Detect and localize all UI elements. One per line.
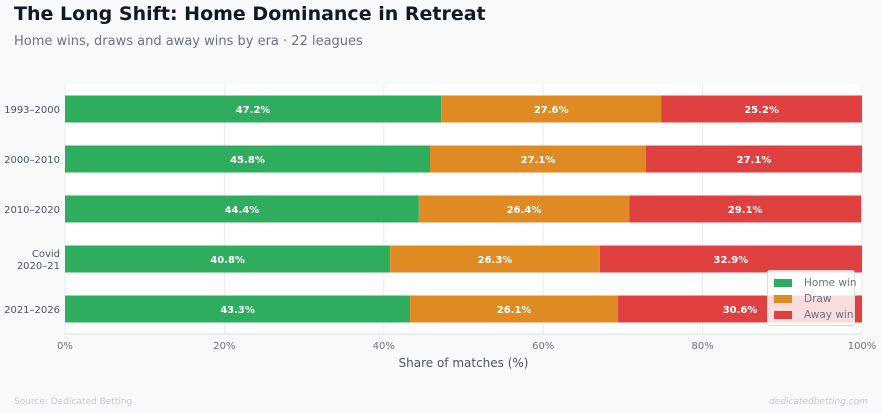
data-label-home-win: 44.4%	[225, 205, 260, 216]
data-label-home-win: 40.8%	[210, 255, 245, 266]
x-tick-label: 60%	[532, 341, 554, 352]
y-tick-label: 2000–2010	[4, 155, 60, 166]
legend-swatch	[774, 295, 792, 303]
bar-draw	[418, 195, 630, 223]
legend-label: Home win	[804, 277, 857, 289]
legend-swatch	[774, 279, 792, 287]
x-tick-label: 80%	[691, 341, 713, 352]
bar-away-win	[646, 145, 862, 173]
data-label-draw: 26.4%	[507, 205, 542, 216]
data-label-away-win: 29.1%	[728, 205, 763, 216]
y-tick-label: 2021–2026	[4, 305, 60, 316]
legend-item-away-win: Away win	[774, 307, 854, 323]
data-label-away-win: 25.2%	[744, 105, 779, 116]
data-label-home-win: 45.8%	[230, 155, 265, 166]
chart-legend: Home win Draw Away win	[767, 270, 857, 326]
legend-item-home-win: Home win	[774, 275, 857, 291]
bar-home-win	[65, 195, 419, 223]
data-label-home-win: 47.2%	[236, 105, 271, 116]
x-tick-label: 100%	[848, 341, 877, 352]
legend-label: Away win	[804, 309, 854, 321]
legend-label: Draw	[804, 293, 832, 305]
legend-swatch	[774, 311, 792, 319]
y-tick-label: 1993–2000	[4, 105, 60, 116]
data-label-away-win: 27.1%	[737, 155, 772, 166]
data-label-draw: 26.1%	[497, 305, 532, 316]
bar-home-win	[65, 145, 431, 173]
x-axis-title: Share of matches (%)	[399, 356, 529, 370]
x-tick-label: 40%	[373, 341, 395, 352]
y-tick-label: Covid 2020–21	[17, 249, 60, 272]
data-label-draw: 26.3%	[478, 255, 513, 266]
bar-home-win	[65, 95, 442, 123]
y-tick-label: 2010–2020	[4, 205, 60, 216]
bar-draw	[390, 245, 600, 273]
x-tick-label: 0%	[57, 341, 73, 352]
x-tick-label: 20%	[213, 341, 235, 352]
data-label-away-win: 32.9%	[714, 255, 749, 266]
bar-draw	[441, 95, 662, 123]
legend-item-draw: Draw	[774, 291, 854, 307]
site-credit: dedicatedbetting.com	[768, 397, 868, 407]
chart-title: The Long Shift: Home Dominance in Retrea…	[14, 3, 486, 25]
chart-subtitle: Home wins, draws and away wins by era · …	[14, 34, 363, 49]
bar-away-win	[629, 195, 862, 223]
bar-home-win	[65, 295, 411, 323]
data-label-draw: 27.6%	[534, 105, 569, 116]
data-label-home-win: 43.3%	[220, 305, 255, 316]
source-note: Source: Dedicated Betting	[14, 397, 133, 407]
bar-draw	[410, 295, 619, 323]
data-label-away-win: 30.6%	[723, 305, 758, 316]
bar-draw	[430, 145, 647, 173]
bar-home-win	[65, 245, 391, 273]
data-label-draw: 27.1%	[521, 155, 556, 166]
bar-away-win	[599, 245, 862, 273]
bar-away-win	[661, 95, 862, 123]
